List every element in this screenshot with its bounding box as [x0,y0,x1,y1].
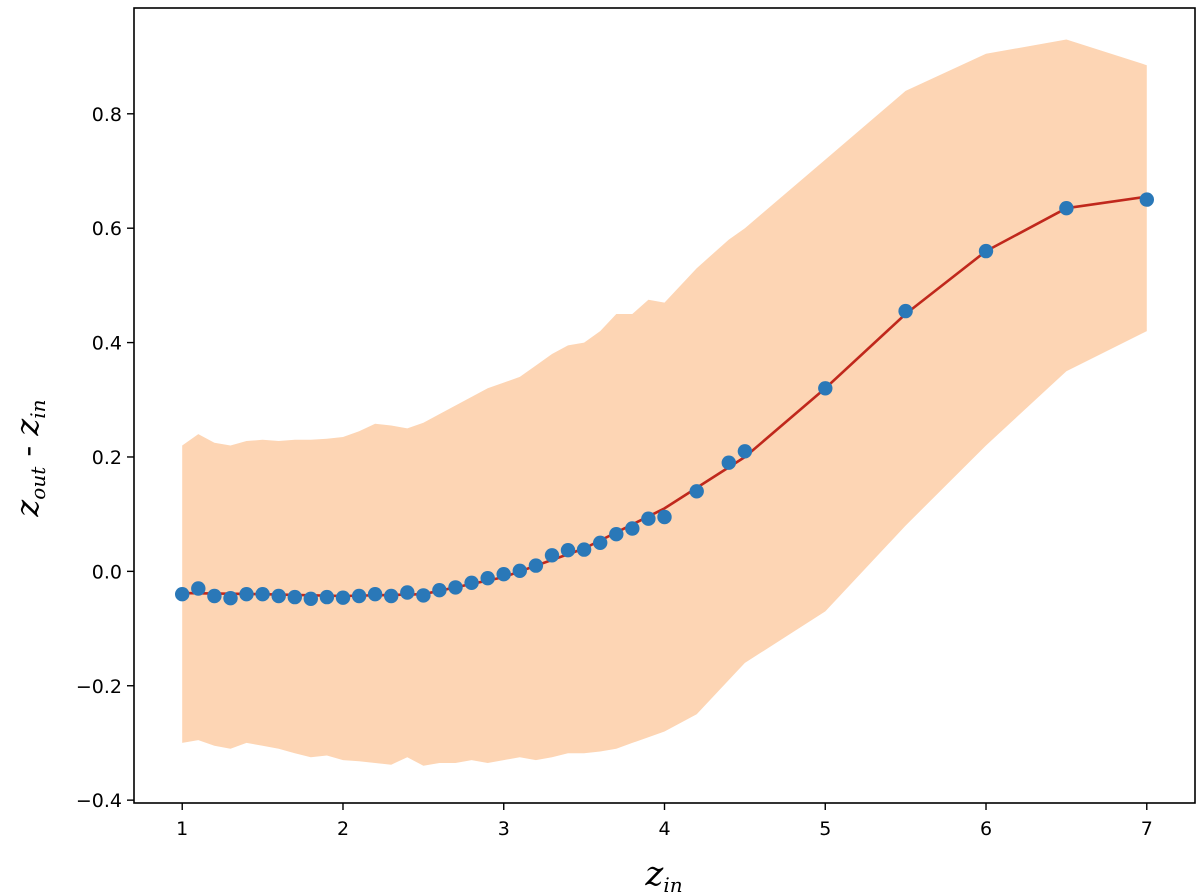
y-axis-label: zout - zin [8,399,50,517]
data-point [560,543,576,558]
data-point [351,588,367,604]
data-point [1139,192,1155,207]
y-tick-label: 0.6 [92,218,122,240]
y-axis-label-sub2: in [26,399,50,418]
data-point [287,589,302,605]
data-point [978,243,994,259]
data-point [625,521,640,536]
data-point [544,548,560,563]
axes: 1 2 3 4 5 6 7 −0.4 −0.2 0.0 0.2 0.4 0.6 0.8 [76,7,1196,840]
data-point [416,588,431,603]
uncertainty-band [182,39,1147,766]
data-point [593,535,608,550]
data-point [335,590,351,605]
data-point [319,589,335,605]
y-axis-label-base2: z [8,418,46,437]
y-tick-label: −0.2 [76,676,122,698]
data-point [223,591,238,606]
x-tick-label: 7 [1141,818,1153,840]
data-point [898,303,913,319]
data-point [239,587,254,602]
data-point [818,381,833,396]
y-tick-label: 0.8 [92,104,122,126]
data-point [384,588,399,604]
data-point [721,455,736,470]
data-point [480,571,495,586]
x-tick-label: 1 [176,818,188,840]
data-point [271,588,286,604]
x-tick-label: 4 [658,818,670,840]
data-point [367,587,383,602]
data-point [191,581,206,596]
y-tick-label: 0.4 [92,333,122,355]
y-tick-label: 0.0 [92,561,122,583]
y-axis-label-sub1: out [26,466,50,500]
data-point [448,580,463,595]
data-point [1059,201,1074,216]
data-point [512,563,527,578]
data-point [303,591,318,606]
x-tick-label: 6 [980,818,992,840]
data-point [400,585,415,600]
y-tick-label: 0.2 [92,447,122,469]
data-point [528,558,544,573]
x-axis-label-base: z [644,854,664,894]
data-point [432,583,447,598]
data-point [609,527,624,542]
x-axis-label-sub: in [663,873,682,895]
data-point [175,587,190,602]
data-point [689,484,704,499]
data-point [207,588,222,604]
plot-area [175,39,1155,766]
data-point [576,542,592,557]
y-axis-label-base: z [8,499,46,518]
y-tick-label: −0.4 [76,790,122,812]
data-point [496,567,511,582]
x-tick-label: 3 [498,818,510,840]
data-point [641,511,656,526]
x-axis-label: zin [644,854,682,895]
data-point [657,509,672,525]
data-point [255,587,270,602]
x-tick-label: 2 [337,818,349,840]
y-axis-label-sep: - [8,436,46,467]
data-point [464,575,479,590]
data-point [737,444,753,459]
x-tick-label: 5 [819,818,831,840]
